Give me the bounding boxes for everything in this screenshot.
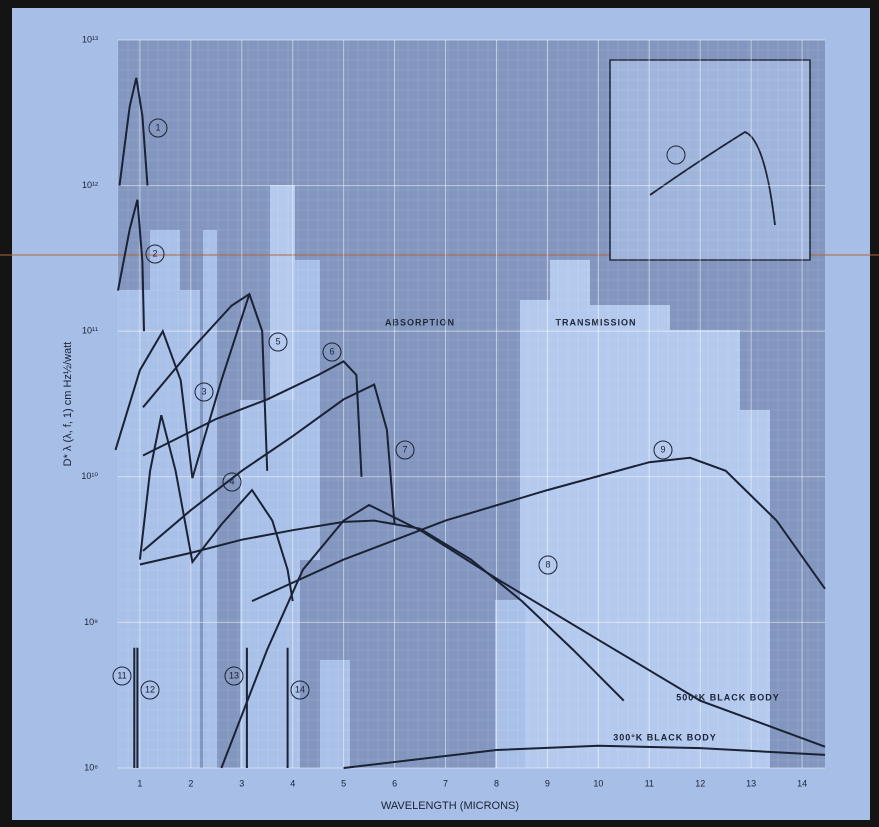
curve xyxy=(220,503,826,769)
curve xyxy=(114,293,251,479)
curve-label-ring xyxy=(148,118,168,138)
curve xyxy=(142,360,363,477)
curve-label: 13 xyxy=(229,670,239,680)
curve-label-ring xyxy=(290,680,310,700)
y-tick-label: 10¹⁰ xyxy=(81,471,98,481)
x-tick-label: 8 xyxy=(494,778,499,788)
curve-label: 6 xyxy=(329,346,334,356)
y-tick-label: 10⁹ xyxy=(84,617,98,627)
x-tick-label: 5 xyxy=(341,778,346,788)
curve-label: 11 xyxy=(117,670,126,680)
curve-label-ring xyxy=(322,342,342,362)
curve xyxy=(343,744,826,769)
curve-label: 8 xyxy=(545,559,550,569)
curve-label-ring xyxy=(194,382,214,402)
curve-label-ring xyxy=(112,666,132,686)
curve-label: 12 xyxy=(145,684,155,694)
x-tick-label: 11 xyxy=(645,778,654,788)
x-tick-label: 7 xyxy=(443,778,448,788)
y-tick-label: 10¹¹ xyxy=(82,326,98,336)
curve-annotation: 500°K BLACK BODY xyxy=(676,692,780,702)
curve-label: 9 xyxy=(660,444,665,454)
curve-label: 14 xyxy=(295,684,305,694)
x-tick-label: 3 xyxy=(239,778,244,788)
curve-label: 7 xyxy=(402,444,407,454)
curve-label-ring xyxy=(538,555,558,575)
curve-label: 4 xyxy=(229,476,234,486)
curve xyxy=(118,77,149,186)
curve-label-ring xyxy=(222,472,242,492)
annotation: TRANSMISSION xyxy=(555,317,636,327)
curve-annotation: 300°K BLACK BODY xyxy=(613,732,717,742)
y-tick-label: 10⁸ xyxy=(84,762,98,772)
curve xyxy=(139,519,625,702)
curve-label: 5 xyxy=(275,336,280,346)
curve-label-ring xyxy=(395,440,415,460)
curve-label-ring xyxy=(224,666,244,686)
curve xyxy=(251,456,826,603)
y-axis-title: D* λ (λ, f, 1) cm Hz½/watt xyxy=(62,342,74,467)
curve-label: 2 xyxy=(152,248,157,258)
x-tick-label: 9 xyxy=(545,778,550,788)
x-tick-label: 1 xyxy=(137,778,142,788)
curve xyxy=(138,414,294,602)
x-tick-label: 6 xyxy=(392,778,397,788)
x-tick-label: 10 xyxy=(593,778,603,788)
curve-label-ring xyxy=(140,680,160,700)
curve xyxy=(142,292,269,471)
x-axis-title: WAVELENGTH (MICRONS) xyxy=(381,800,519,812)
x-tick-label: 12 xyxy=(695,778,705,788)
curve-label-ring xyxy=(268,332,288,352)
absorption-bands xyxy=(118,40,825,768)
annotation: ABSORPTION xyxy=(385,317,455,327)
x-tick-label: 4 xyxy=(290,778,295,788)
curve-label: 1 xyxy=(155,122,160,132)
curve xyxy=(142,383,396,552)
x-tick-label: 2 xyxy=(188,778,193,788)
x-tick-label: 13 xyxy=(746,778,756,788)
curve-label: 3 xyxy=(201,386,206,396)
inset xyxy=(609,59,811,261)
curve-label-ring xyxy=(653,440,673,460)
y-tick-label: 10¹³ xyxy=(82,34,98,44)
x-tick-label: 14 xyxy=(797,778,807,788)
curve xyxy=(117,199,145,332)
curve-label-ring xyxy=(145,244,165,264)
y-tick-label: 10¹² xyxy=(82,180,98,190)
